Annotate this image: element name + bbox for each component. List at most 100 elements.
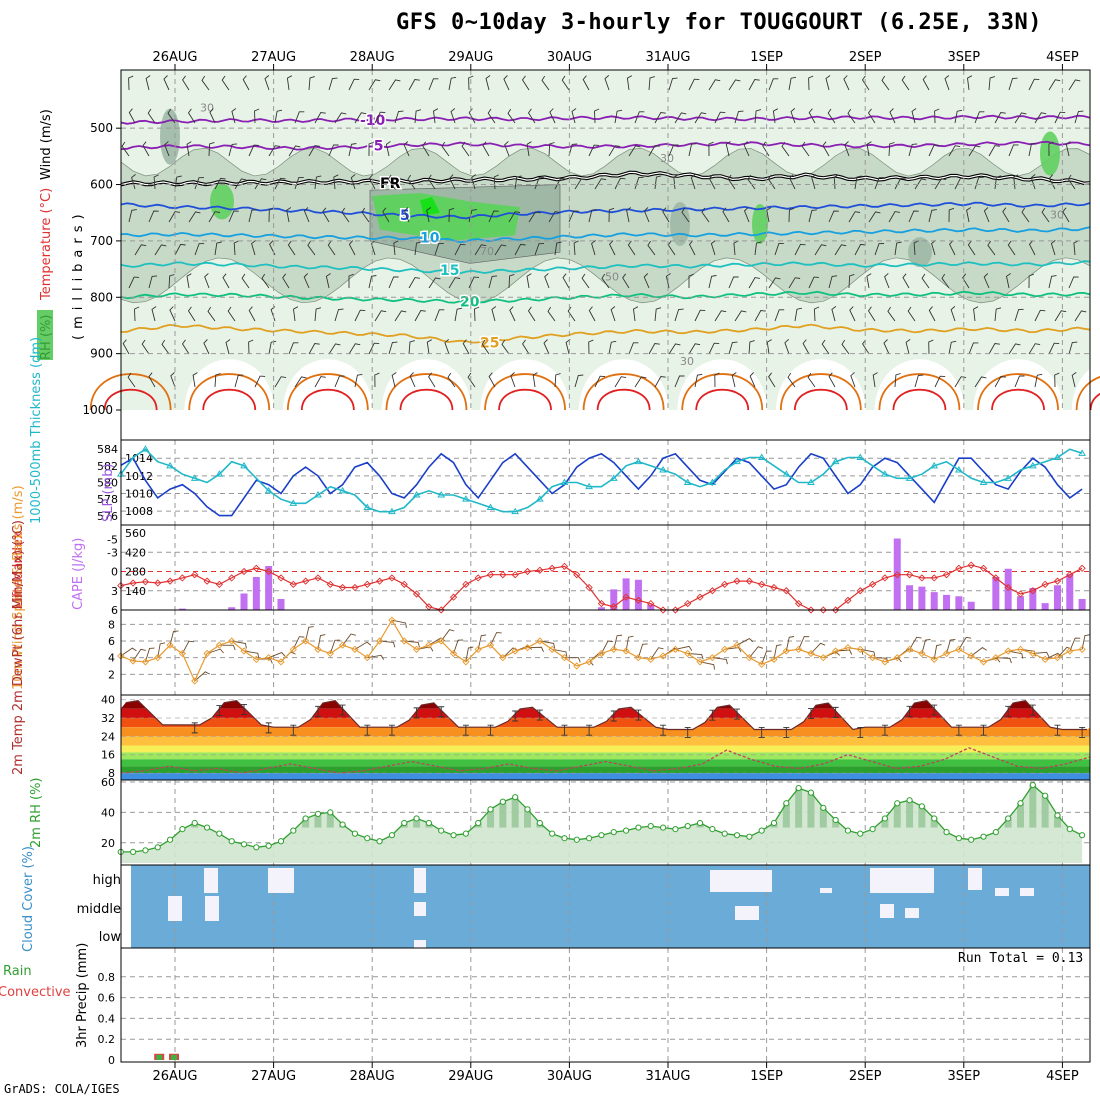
isotherm-35 (892, 388, 947, 411)
wind-barb (328, 343, 341, 355)
wind-speed-marker (375, 637, 384, 645)
wind-barb (350, 174, 356, 190)
isotherm-line (120, 140, 1091, 151)
wind-barb (922, 75, 930, 91)
rh-area (120, 785, 1083, 863)
thickness-marker (733, 457, 741, 465)
thickness-marker (289, 499, 298, 506)
wind-barb (187, 108, 196, 124)
thickness-marker (388, 507, 396, 515)
rh-contour-label: 30 (680, 355, 694, 368)
rh-marker (635, 824, 642, 831)
wind-barb (468, 75, 474, 91)
wind-barb (131, 174, 136, 190)
wind-barb (241, 273, 250, 289)
wind-barb (370, 240, 376, 256)
surface-wind-barb (527, 646, 544, 653)
wind-barb (208, 141, 215, 157)
date-label-top: 2SEP (849, 50, 882, 65)
li-marker (289, 580, 297, 588)
wind-barb (766, 207, 772, 223)
wind-barb (248, 306, 256, 322)
rh-contour-label: 70 (480, 245, 494, 258)
wind-barb (368, 275, 377, 289)
wind-barb (403, 141, 410, 157)
wind-barb (626, 75, 633, 91)
li-marker (930, 574, 938, 582)
isotherm-30 (188, 373, 271, 411)
wind-barb (1030, 174, 1036, 190)
cloud-cell (168, 896, 182, 921)
wind-speed-marker (831, 647, 840, 655)
wind-barb (888, 211, 900, 223)
rh-marker (253, 844, 260, 851)
date-label-top: 29AUG (448, 50, 493, 65)
chart-title: GFS 0~10day 3-hourly for TOUGGOURT (6.25… (396, 10, 1043, 35)
thickness-marker (1053, 453, 1062, 460)
wind-barb (747, 174, 756, 190)
wind-barb (567, 306, 576, 322)
surface-wind-barb (231, 640, 247, 649)
cape-bar (647, 604, 655, 610)
wind-barb (808, 108, 816, 124)
date-label-top: 28AUG (350, 50, 395, 65)
wind-barb (608, 207, 615, 223)
wind-barb (1067, 174, 1076, 190)
wind-barb (610, 306, 616, 322)
temp-tick-label: 8 (108, 767, 115, 780)
wind-barb (286, 207, 292, 223)
surface-wind-barb (317, 634, 326, 650)
surface-wind-barb (477, 634, 487, 650)
rh-marker (1066, 825, 1073, 833)
rh-patch (752, 204, 768, 244)
thickness-marker (683, 478, 692, 485)
rh2m-axis-label: 2m RH (%) (29, 777, 44, 848)
rh-marker (388, 832, 396, 839)
rh-marker (549, 830, 556, 837)
cape-bar (240, 593, 248, 610)
wind-barb (774, 309, 785, 322)
wind-barb (872, 372, 878, 388)
wind-barb (708, 275, 717, 289)
li-marker (807, 606, 815, 614)
li-marker (203, 577, 211, 585)
wind-speed-marker (868, 654, 877, 662)
wind-barb (794, 243, 806, 256)
wind-barb (767, 174, 776, 190)
wind-barb (1048, 275, 1057, 289)
wind-barb (854, 243, 866, 256)
isotherm-label: -10 (360, 113, 386, 129)
cape-bar (597, 607, 605, 610)
wind-barb (1034, 373, 1043, 388)
wind-speed-marker (708, 654, 717, 662)
wind-barb (688, 143, 697, 157)
rh-marker (857, 830, 864, 837)
wind-barb (148, 275, 158, 289)
li-marker (1078, 564, 1086, 572)
wind-barb (634, 376, 647, 388)
wind-barb (482, 141, 490, 157)
thickness-marker (856, 453, 865, 460)
wind-barb (911, 108, 917, 124)
wind-barb (314, 112, 326, 124)
wind-barb (928, 144, 940, 157)
wind-speed-marker (622, 647, 630, 655)
wind-barb (303, 273, 310, 289)
rh-marker (573, 836, 580, 843)
li-marker (166, 577, 174, 585)
wind-speed-marker (573, 662, 581, 670)
precip-ylabel-group: 3hr Precip (mm) (75, 943, 90, 1048)
panel-precip (120, 947, 1091, 1063)
isotherm-35 (1089, 392, 1100, 411)
wind-barb (534, 177, 545, 190)
cloud-layer-label: low (99, 930, 122, 945)
cape-bar (1041, 603, 1049, 610)
bl-white-region (184, 359, 275, 410)
isotherm-line (120, 323, 1091, 344)
thickness-marker (659, 466, 667, 473)
surface-wind-barb (453, 639, 464, 654)
rh-contour-label: 50 (605, 270, 619, 283)
surface-wind-barb (613, 634, 623, 650)
li-marker (1004, 583, 1012, 592)
wind-barb (772, 108, 779, 124)
